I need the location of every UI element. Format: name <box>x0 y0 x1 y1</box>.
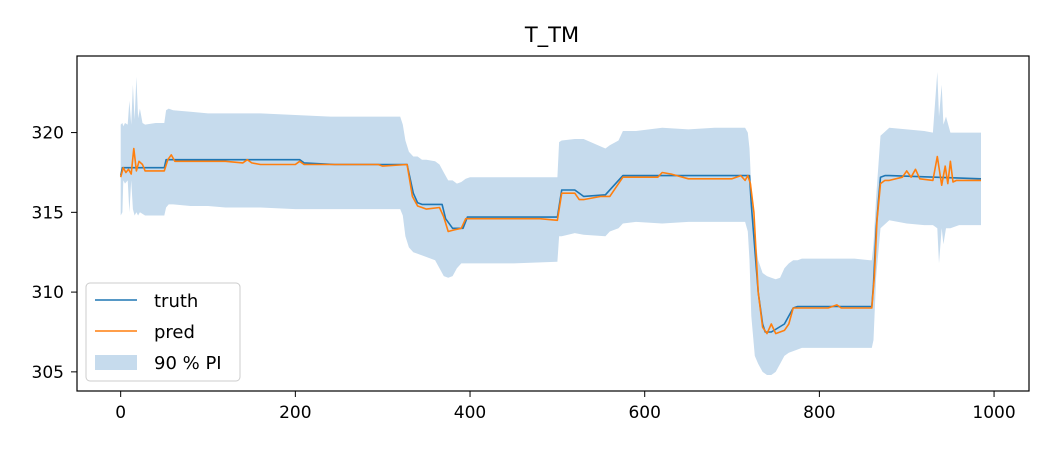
legend-band-label: 90 % PI <box>154 353 222 374</box>
legend-truth-label: truth <box>154 291 198 312</box>
prediction-interval-band-layer <box>120 72 981 375</box>
y-tick-label: 315 <box>32 203 64 223</box>
series-line-pred <box>119 147 981 335</box>
y-tick-label: 305 <box>32 363 64 383</box>
chart-title: T_TM <box>524 23 579 48</box>
x-tick-label: 800 <box>803 403 835 423</box>
x-tick-label: 600 <box>628 403 660 423</box>
legend-band-swatch <box>95 355 137 370</box>
legend: truth pred 90 % PI <box>85 282 241 382</box>
y-tick-label: 310 <box>32 283 64 303</box>
x-tick-label: 0 <box>115 403 126 423</box>
x-tick-label: 1000 <box>972 403 1015 423</box>
y-tick-label: 320 <box>32 124 64 144</box>
x-tick-label: 200 <box>279 403 311 423</box>
axes-layer: 0 200 400 600 800 1000 305 310 315 320 <box>32 124 1016 423</box>
series-lines-layer <box>119 147 982 335</box>
plot-frame <box>76 55 1030 392</box>
x-tick-label: 400 <box>454 403 486 423</box>
legend-pred-label: pred <box>154 322 195 343</box>
band-90pi <box>120 72 981 375</box>
